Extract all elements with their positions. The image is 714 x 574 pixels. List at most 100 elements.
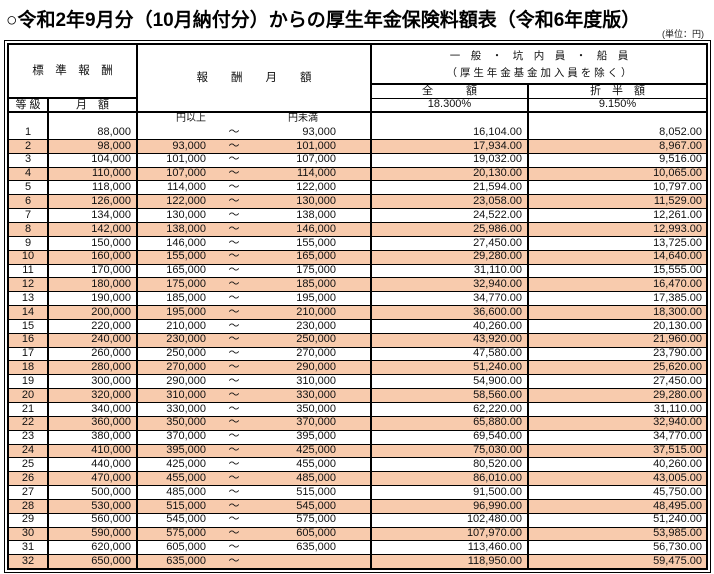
range-upper: 250,000	[296, 333, 336, 346]
grade-cell: 9	[7, 235, 49, 251]
full-amount-cell: 91,500.00	[370, 485, 529, 500]
grade-cell: 32	[7, 554, 49, 570]
remuneration-range-cell: 425,000 ～ 455,000	[136, 457, 372, 473]
range-tilde: ～	[228, 208, 240, 221]
full-amount-cell: 24,522.00	[370, 208, 529, 224]
half-amount-cell: 9,516.00	[527, 152, 708, 168]
remuneration-range-cell: 155,000 ～ 165,000	[136, 249, 372, 265]
table-header: 標 準 報 酬 報 酬 月 額 一 般 ・ 坑 内 員 ・ 船 員 （ 厚 生 …	[7, 43, 708, 126]
range-upper: 185,000	[296, 278, 336, 291]
range-lower: 138,000	[166, 222, 206, 235]
range-upper: 350,000	[296, 402, 336, 415]
monthly-amount-cell: 410,000	[47, 443, 138, 459]
yen-labels-cell: 円以上 円未満	[136, 111, 372, 126]
range-lower: 122,000	[166, 194, 206, 207]
range-upper: 605,000	[296, 527, 336, 540]
grade-cell: 27	[7, 485, 49, 500]
table-row: 14 200,000 195,000 ～ 210,000 36,600.00 18,300.…	[7, 305, 708, 320]
unit-note: (単位：円)	[662, 29, 704, 39]
range-tilde: ～	[228, 374, 240, 387]
range-lower: 350,000	[166, 416, 206, 429]
yen-row-grade-cell	[7, 111, 49, 126]
monthly-amount-cell: 110,000	[47, 166, 138, 182]
monthly-amount-cell: 160,000	[47, 249, 138, 265]
full-amount-cell: 86,010.00	[370, 471, 529, 487]
full-amount-cell: 69,540.00	[370, 429, 529, 445]
range-upper: 195,000	[296, 291, 336, 304]
full-amount-cell: 113,460.00	[370, 540, 529, 556]
range-lower: 185,000	[166, 291, 206, 304]
half-amount-cell: 25,620.00	[527, 360, 708, 376]
monthly-amount-cell: 260,000	[47, 346, 138, 362]
grade-cell: 17	[7, 346, 49, 362]
monthly-amount-cell: 470,000	[47, 471, 138, 487]
range-upper: 122,000	[296, 181, 336, 194]
range-lower: 210,000	[166, 319, 206, 332]
range-upper: 93,000	[302, 125, 336, 138]
range-tilde: ～	[228, 485, 240, 498]
monthly-amount-cell: 560,000	[47, 512, 138, 528]
half-amount-cell: 18,300.00	[527, 305, 708, 320]
half-amount-cell: 10,797.00	[527, 180, 708, 196]
grade-cell: 6	[7, 194, 49, 210]
remuneration-range-cell: 350,000 ～ 370,000	[136, 415, 372, 431]
range-lower: 146,000	[166, 236, 206, 249]
table-row: 25 440,000 425,000 ～ 455,000 80,520.00 40,260.…	[7, 457, 708, 473]
range-upper: 138,000	[296, 208, 336, 221]
range-upper: 107,000	[296, 153, 336, 166]
table-row: 1 88,000 ～ 93,000 16,104.00 8,052.00	[7, 125, 708, 140]
grade-cell: 15	[7, 318, 49, 334]
grade-cell: 5	[7, 180, 49, 196]
range-tilde: ～	[228, 291, 240, 304]
yen-less-than-label: 円未満	[288, 113, 318, 125]
monthly-amount-cell: 360,000	[47, 415, 138, 431]
range-upper: 455,000	[296, 458, 336, 470]
range-tilde: ～	[228, 430, 240, 443]
table-row: 17 260,000 250,000 ～ 270,000 47,580.00 23,790.…	[7, 346, 708, 362]
remuneration-range-cell: 93,000 ～ 101,000	[136, 138, 372, 154]
remuneration-range-cell: 107,000 ～ 114,000	[136, 166, 372, 182]
range-upper: 146,000	[296, 222, 336, 235]
remuneration-range-cell: 230,000 ～ 250,000	[136, 332, 372, 348]
full-amount-cell: 40,260.00	[370, 318, 529, 334]
yen-row-full-cell	[370, 111, 529, 126]
monthly-amount-cell: 590,000	[47, 526, 138, 542]
half-amount-cell: 14,640.00	[527, 249, 708, 265]
range-tilde: ～	[228, 554, 240, 567]
header-remuneration-monthly: 報 酬 月 額	[136, 43, 372, 114]
range-tilde: ～	[228, 513, 240, 526]
full-amount-cell: 96,990.00	[370, 498, 529, 514]
range-tilde: ～	[228, 416, 240, 429]
range-tilde: ～	[228, 181, 240, 194]
half-amount-cell: 12,261.00	[527, 208, 708, 224]
table-row: 15 220,000 210,000 ～ 230,000 40,260.00 20,130.…	[7, 318, 708, 334]
half-amount-cell: 51,240.00	[527, 512, 708, 528]
range-lower: 101,000	[166, 153, 206, 166]
range-tilde: ～	[228, 222, 240, 235]
table-row: 6 126,000 122,000 ～ 130,000 23,058.00 11,529.0…	[7, 194, 708, 210]
table-row: 4 110,000 107,000 ～ 114,000 20,130.00 10,065.0…	[7, 166, 708, 182]
monthly-amount-cell: 118,000	[47, 180, 138, 196]
remuneration-range-cell: 185,000 ～ 195,000	[136, 291, 372, 307]
monthly-amount-cell: 170,000	[47, 263, 138, 279]
range-upper: 114,000	[297, 167, 336, 180]
range-lower: 455,000	[166, 471, 206, 484]
header-insured-group: 一 般 ・ 坑 内 員 ・ 船 員 （ 厚 生 年 金 基 金 加 入 員 を …	[370, 43, 708, 86]
monthly-amount-cell: 440,000	[47, 457, 138, 473]
range-upper: 330,000	[296, 388, 336, 401]
range-lower: 635,000	[166, 554, 206, 567]
table-row: 26 470,000 455,000 ～ 485,000 86,010.00 43,005.…	[7, 471, 708, 487]
range-lower: 425,000	[166, 458, 206, 470]
half-amount-cell: 27,450.00	[527, 374, 708, 390]
remuneration-range-cell: 138,000 ～ 146,000	[136, 222, 372, 237]
table-row: 29 560,000 545,000 ～ 575,000 102,480.00 51,240…	[7, 512, 708, 528]
monthly-amount-cell: 650,000	[47, 554, 138, 570]
monthly-amount-cell: 150,000	[47, 235, 138, 251]
header-grade: 等 級	[7, 97, 49, 114]
grade-cell: 12	[7, 277, 49, 293]
grade-cell: 23	[7, 429, 49, 445]
full-amount-cell: 47,580.00	[370, 346, 529, 362]
premium-table-frame: 標 準 報 酬 報 酬 月 額 一 般 ・ 坑 内 員 ・ 船 員 （ 厚 生 …	[4, 40, 711, 573]
grade-cell: 28	[7, 498, 49, 514]
